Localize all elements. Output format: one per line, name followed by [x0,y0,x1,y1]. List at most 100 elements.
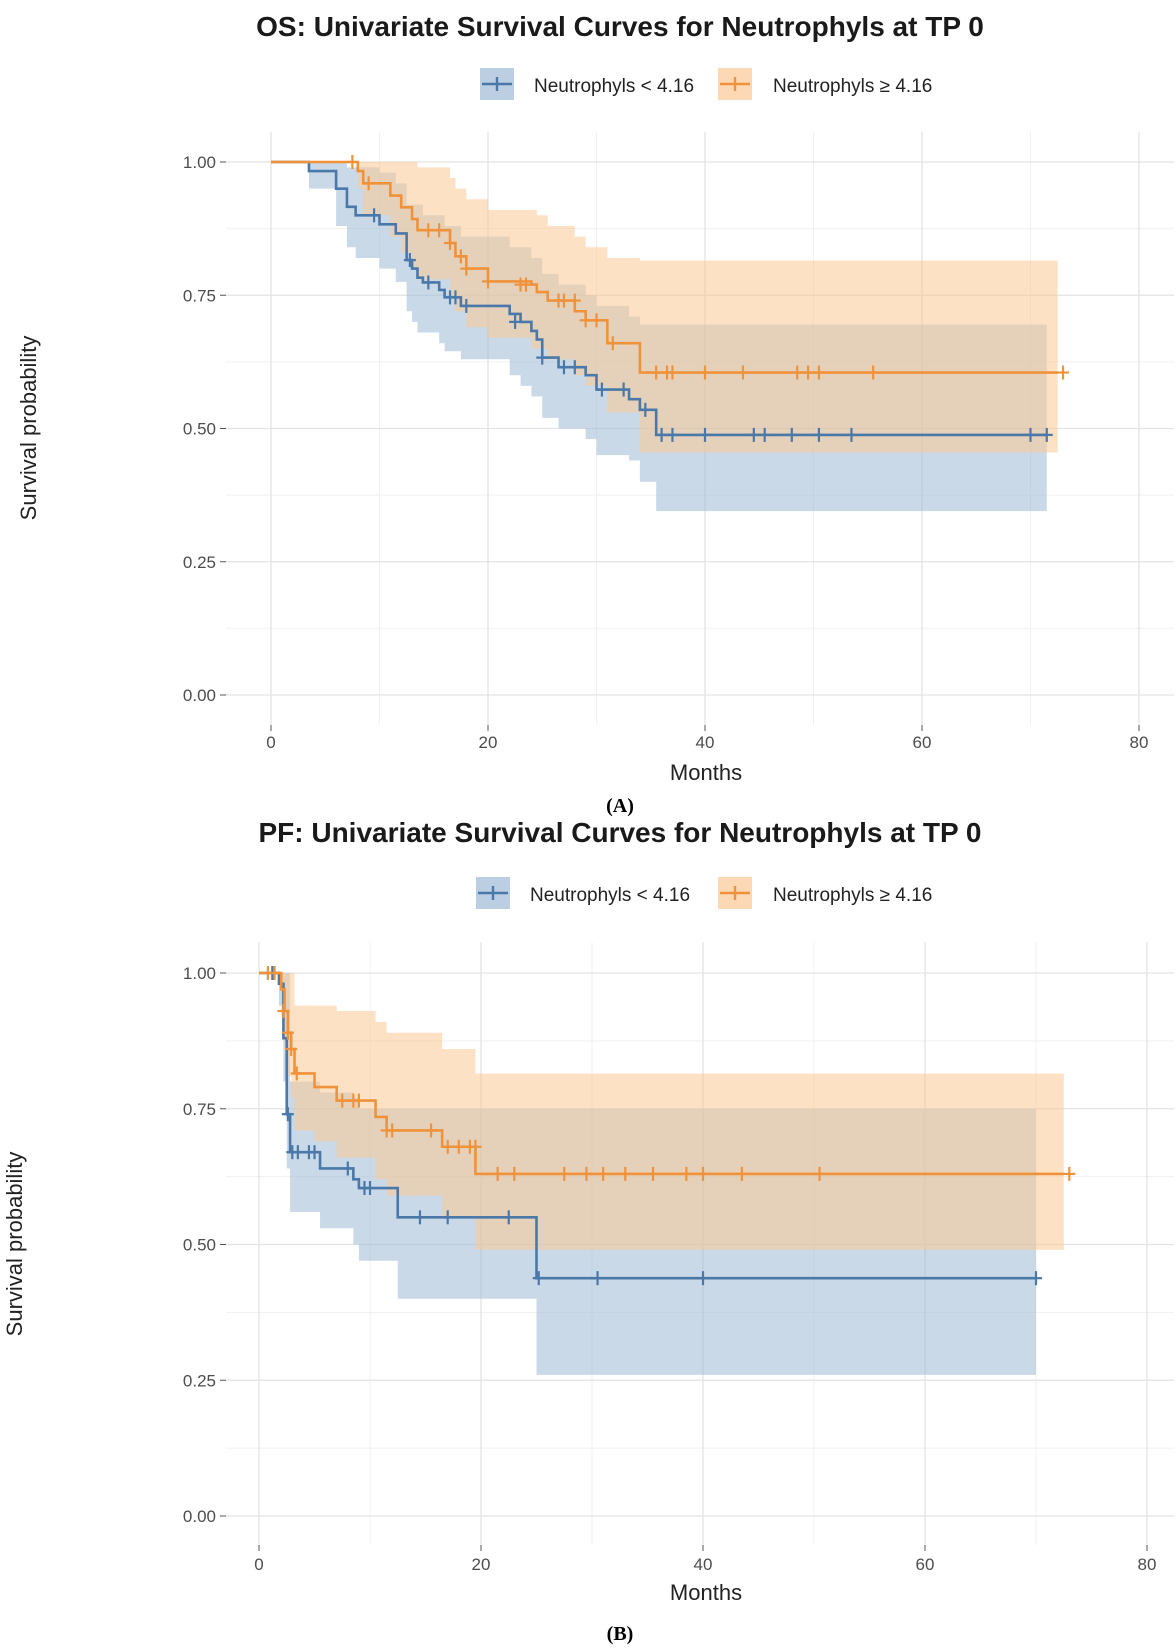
censor-mark [580,1166,593,1181]
censor-mark [590,313,603,328]
censor-mark [519,277,532,292]
censor-mark [557,360,570,375]
censor-mark [532,1271,545,1286]
x-tick-label: 80 [1130,733,1149,752]
panel-pf: PF: Univariate Survival Curves for Neutr… [2,817,1174,1645]
censor-mark [341,1161,354,1176]
censor-mark [802,365,815,380]
y-axis-title-pf: Survival probability [2,1152,27,1337]
x-tick-label: 0 [266,733,275,752]
x-tick-label: 60 [916,1555,935,1574]
panel-label-b: (B) [607,1623,634,1645]
censor-mark [509,314,522,329]
censor-mark [845,427,858,442]
censor-mark [1030,1271,1042,1286]
y-tick-label: 0.00 [183,1507,216,1526]
censor-mark [536,350,549,365]
censor-mark [413,1210,426,1225]
censor-mark [568,293,581,308]
censor-mark [666,427,679,442]
censor-mark [425,1123,438,1138]
censor-mark [441,1210,454,1225]
censor-mark [422,223,435,238]
legend-label-high-pf: Neutrophyls ≥ 4.16 [773,885,932,906]
censor-mark [452,1139,465,1154]
censor-mark [1040,427,1053,442]
legend-label-low-os: Neutrophyls < 4.16 [534,76,694,97]
censor-mark [422,275,435,290]
censor-mark [867,365,880,380]
censor-mark [469,1139,482,1154]
x-axis-title-os: Months [670,760,742,785]
censor-mark [502,1210,515,1225]
x-tick-label: 60 [913,733,932,752]
censor-mark [595,382,608,397]
y-tick-label: 0.50 [183,1236,216,1255]
censor-mark [281,1107,294,1122]
censor-mark [699,365,711,380]
x-axis-title-pf: Months [670,1580,742,1605]
y-tick-label: 0.25 [183,553,216,572]
censor-mark [558,1166,571,1181]
censor-mark [735,1166,748,1181]
censor-mark [579,313,592,328]
censor-marks-high [261,966,1076,1181]
censor-mark [606,336,619,351]
y-tick-label: 0.25 [183,1371,216,1390]
censor-mark [597,1166,610,1181]
y-axis-title-os: Survival probability [16,336,41,521]
censor-mark [290,1066,303,1081]
censor-mark [268,966,281,980]
censor-mark [449,290,462,305]
legend-key-low [476,877,510,909]
censor-mark [736,365,749,380]
censor-mark [368,208,381,223]
confidence-band-high [259,973,1064,1250]
censor-mark [281,1025,294,1040]
censor-mark [791,365,804,380]
censor-mark [747,427,760,442]
censor-mark [336,1093,349,1108]
censor-mark [362,176,375,191]
x-tick-label: 80 [1138,1555,1157,1574]
censor-mark [758,427,771,442]
censor-mark [364,1181,376,1196]
censor-mark [1024,427,1037,442]
y-tick-label: 0.75 [183,1100,216,1119]
chart-title-pf: PF: Univariate Survival Curves for Neutr… [258,817,981,848]
censor-marks-low [368,208,1053,442]
x-tick-label: 40 [694,1555,713,1574]
plot-area-os: 0.00 0.25 0.50 0.75 1.00 0 20 40 60 80 [183,132,1174,752]
censor-mark [433,223,446,238]
chart-title-os: OS: Univariate Survival Curves for Neutr… [256,11,984,42]
censor-mark [666,365,679,380]
censor-mark [639,402,652,417]
censor-mark [444,236,457,251]
legend-key-high [718,877,752,909]
legend-key-low [480,68,514,100]
censor-mark [441,1139,454,1154]
x-tick-label: 40 [696,733,715,752]
y-tick-label: 0.50 [183,420,216,439]
censor-mark [1057,365,1070,380]
censor-mark [647,1166,660,1181]
censor-mark [460,298,473,313]
panel-label-a: (A) [606,795,634,817]
censor-mark [557,293,570,308]
censor-mark [386,1123,399,1138]
x-tick-label: 20 [472,1555,491,1574]
censor-mark [403,253,416,268]
censor-mark [617,382,630,397]
censor-mark [308,1145,321,1160]
censor-mark [619,1166,632,1181]
censor-mark [812,365,825,380]
censor-mark [697,1166,709,1181]
y-tick-label: 1.00 [183,964,216,983]
censor-mark [491,1166,504,1181]
censor-marks-low [266,966,1042,1286]
censor-mark [650,365,663,380]
confidence-band-high [271,162,1058,453]
censor-mark [655,427,668,442]
censor-mark [454,249,467,264]
